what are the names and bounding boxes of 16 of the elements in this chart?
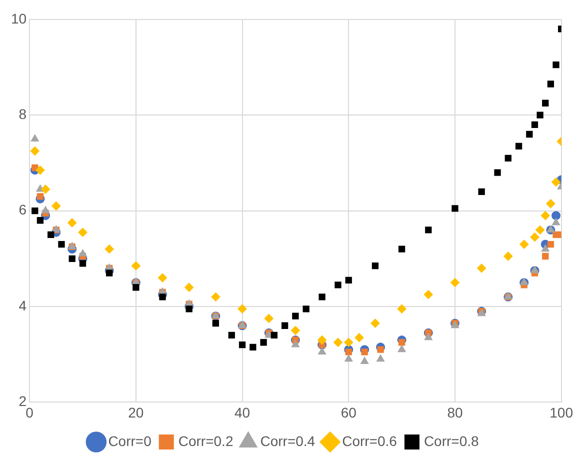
legend-label: Corr=0.4 bbox=[260, 432, 316, 449]
x-tick-label: 60 bbox=[340, 404, 357, 420]
x-tick-label: 40 bbox=[234, 404, 250, 420]
y-tick-label: 8 bbox=[18, 106, 27, 122]
x-tick-label: 20 bbox=[128, 404, 144, 420]
x-tick-label: 100 bbox=[550, 404, 574, 420]
legend-label: Corr=0.6 bbox=[342, 432, 398, 449]
y-tick-label: 2 bbox=[18, 393, 27, 410]
x-tick-label: 0 bbox=[26, 404, 34, 420]
legend-label: Corr=0.8 bbox=[424, 432, 480, 449]
y-tick-label: 10 bbox=[10, 10, 27, 26]
legend-label: Corr=0.2 bbox=[178, 432, 234, 449]
y-tick-label: 4 bbox=[18, 297, 27, 314]
legend-label: Corr=0 bbox=[108, 432, 152, 449]
y-tick-label: 6 bbox=[18, 202, 27, 218]
x-tick-label: 80 bbox=[447, 404, 463, 420]
